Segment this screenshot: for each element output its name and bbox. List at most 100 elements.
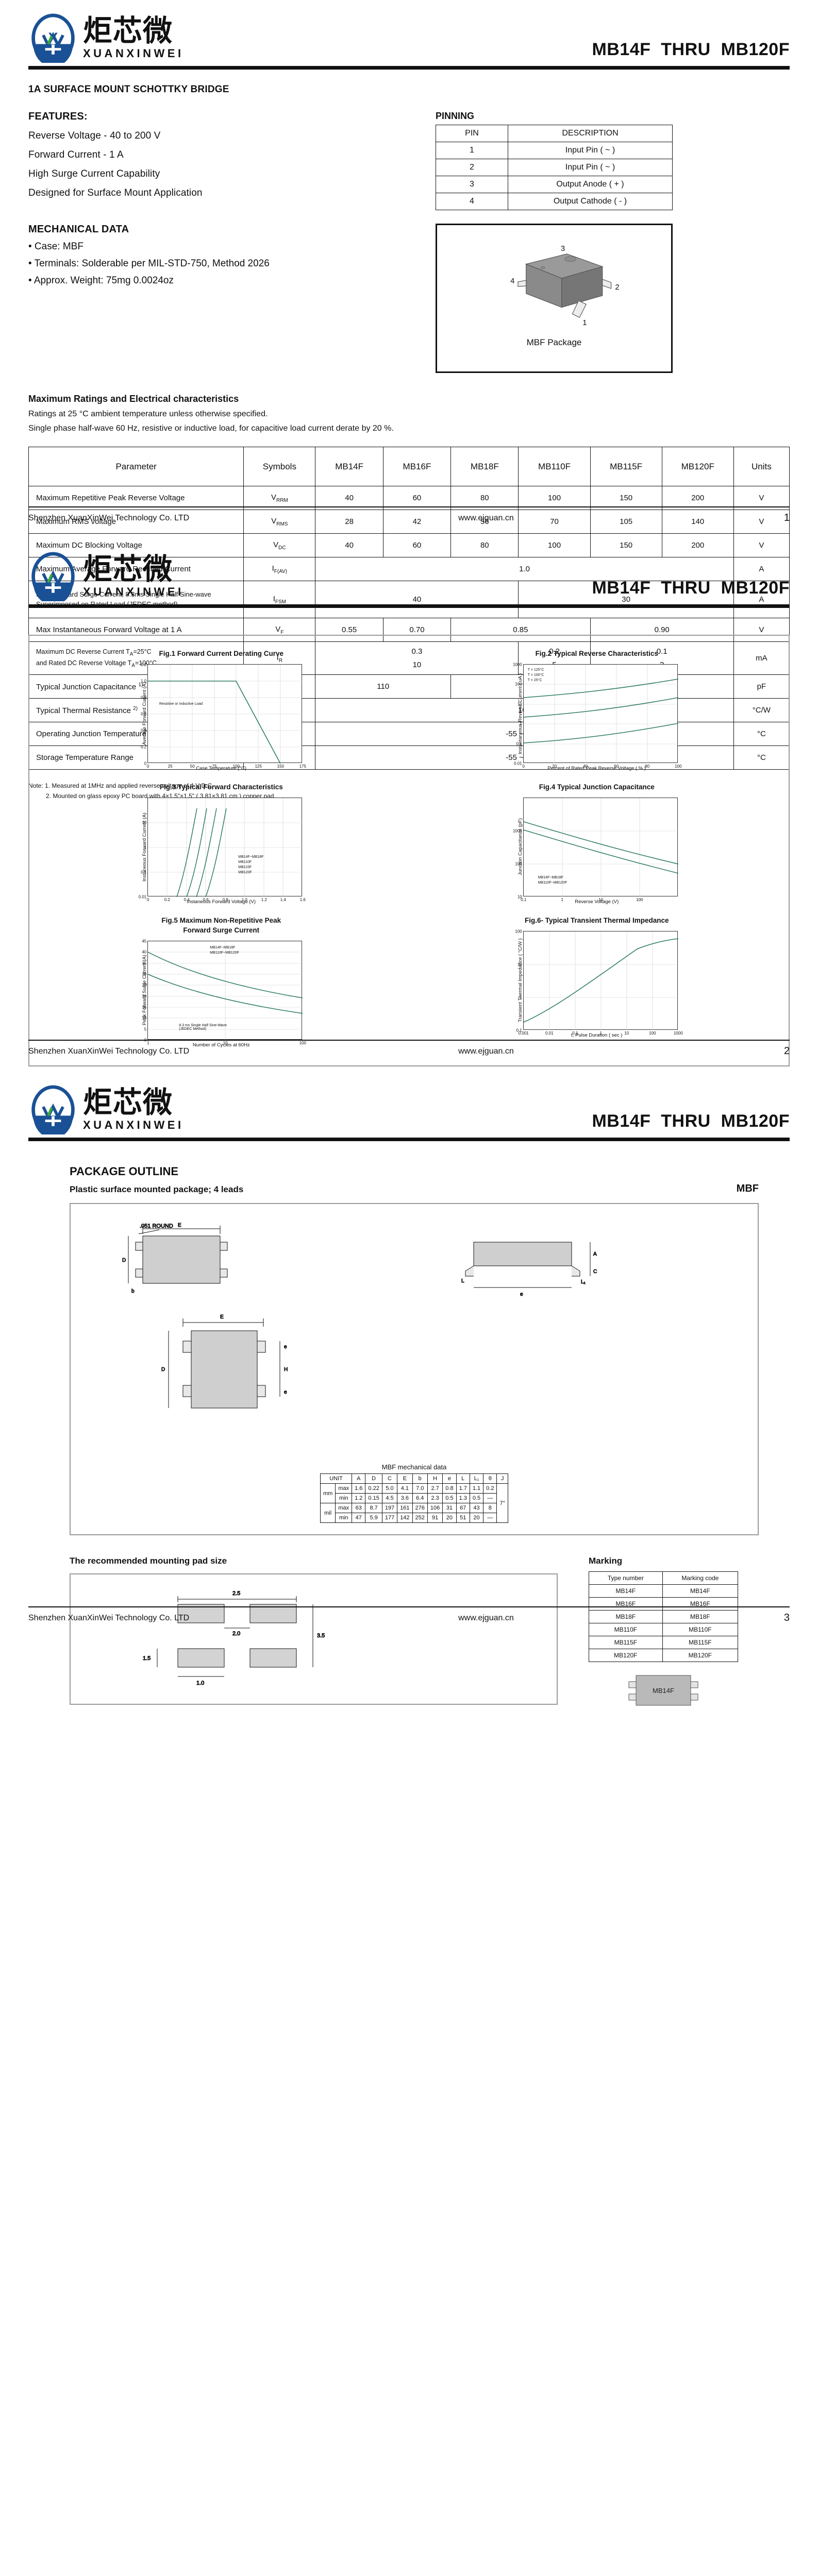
figure-6-xlabel: t, Pulse Duration ( sec ) — [571, 1032, 623, 1038]
col-mb14f: MB14F — [315, 447, 383, 486]
svg-text:2.5: 2.5 — [232, 1590, 240, 1597]
table-row: Maximum DC Blocking Voltage VDC 40 60 80… — [28, 533, 790, 557]
unit-cell: V — [733, 618, 790, 642]
pin-number: 4 — [436, 193, 508, 210]
figure-6-plot: 0.1 1 10 100 0.001 0.01 0.1 1 10 100 100… — [515, 929, 682, 1036]
xtick: 1.4 — [280, 897, 286, 902]
xuanxinwei-logo-icon — [28, 1085, 78, 1139]
figure-3-xlabel: Instaneous Forward Voltage (V) — [187, 899, 256, 905]
xtick: 10 — [598, 897, 604, 902]
figure-2-ylabel: Instantaneous Reverse Current ( uA ) — [517, 673, 523, 754]
ytick: 0.4 — [141, 728, 147, 733]
value-cell-span: 0.3 10 — [315, 641, 519, 675]
footer-url[interactable]: www.ejguan.cn — [458, 1613, 514, 1622]
ytick: 10 — [517, 894, 522, 900]
marking-col-code: Marking code — [662, 1571, 739, 1585]
pinning-table: PIN DESCRIPTION 1 Input Pin ( ~ ) 2 Inpu… — [436, 125, 673, 210]
ytick: 10 — [142, 820, 147, 825]
table-row: 1 Input Pin ( ~ ) — [436, 142, 673, 159]
page-number: 3 — [783, 1612, 790, 1623]
pin-number: 1 — [436, 142, 508, 159]
page-title: MB14F THRU MB120F — [592, 40, 790, 59]
figure-2-plot: 0.01 0.1 1 10 100 1000 0 20 40 60 80 100 — [513, 662, 681, 769]
xtick: 20 — [552, 764, 557, 769]
xuanxinwei-logo-icon — [28, 552, 78, 605]
dim-col: L — [456, 1473, 470, 1484]
dim-col: E — [397, 1473, 413, 1484]
ytick: 40 — [142, 950, 147, 955]
xtick: 60 — [614, 764, 619, 769]
param-label: Maximum DC Reverse Current TA=25°C and R… — [28, 641, 244, 675]
xtick: 50 — [190, 764, 195, 769]
figure-4-plot: 10 100 1000 0.1 1 10 100 MB14F~MB18F MB1… — [513, 797, 678, 902]
unit-cell: A — [733, 581, 790, 618]
footer-rule — [28, 506, 790, 507]
ratings-note-2: Single phase half-wave 60 Hz, resistive … — [28, 424, 394, 433]
value-cell: 56 — [450, 510, 519, 534]
dim-unit: mm — [320, 1483, 336, 1503]
xtick: 125 — [255, 764, 262, 769]
svg-text:L₁: L₁ — [581, 1279, 586, 1285]
page-number: 2 — [783, 1045, 790, 1057]
ytick: 0.1 — [516, 1028, 522, 1033]
xtick: 80 — [645, 764, 650, 769]
package-caption: MBF Package — [526, 337, 582, 347]
dim-minmax: max — [335, 1483, 353, 1494]
package-outline-drawings: .051 ROUND E D b A C — [70, 1203, 759, 1535]
xtick: 100 — [675, 764, 682, 769]
svg-text:Resistive or Inductive Load: Resistive or Inductive Load — [159, 702, 203, 706]
xtick: 0 — [522, 764, 525, 769]
svg-text:1: 1 — [582, 319, 587, 327]
figure-5-ylabel: Peak Forward Surge Current (A) — [142, 955, 148, 1025]
table-row: Max Instantaneous Forward Voltage at 1 A… — [28, 618, 790, 642]
xtick: 10 — [223, 1040, 228, 1045]
ytick: 0.6 — [141, 711, 147, 717]
dim-col: D — [365, 1473, 382, 1484]
header-rule — [28, 1138, 790, 1141]
dim-minmax: max — [335, 1503, 353, 1513]
brand-english: XUANXINWEI — [83, 1118, 184, 1131]
footer-rule — [28, 1606, 790, 1607]
figure-2: Fig.2 Typical Reverse Characteristics In… — [420, 649, 775, 771]
mechanical-item: • Terminals: Solderable per MIL-STD-750,… — [28, 258, 270, 269]
pin-description: Output Anode ( + ) — [508, 176, 673, 193]
col-mb120f: MB120F — [661, 447, 734, 486]
dim-unit: mil — [320, 1503, 336, 1523]
xtick: 0 — [147, 897, 149, 902]
footer-url[interactable]: www.ejguan.cn — [458, 513, 514, 522]
value-cell: 140 — [661, 510, 734, 534]
xtick: 1 — [561, 897, 563, 902]
page-1-header: X 炬芯微 XUANXINWEI MB14F THRU MB120F — [28, 0, 790, 67]
table-row: MB18F MB18F — [589, 1610, 739, 1623]
page-2-footer: Shenzhen XuanXinWei Technology Co. LTD w… — [28, 1040, 790, 1057]
package-outline-heading: PACKAGE OUTLINE — [70, 1165, 179, 1178]
value-cell: 0.70 — [382, 618, 452, 642]
figure-5-plot: 0 5 10 15 20 25 30 35 40 45 1 10 100 — [142, 939, 306, 1045]
page-title: MB14F THRU MB120F — [592, 578, 790, 598]
footnote-1: Note: 1. Measured at 1MHz and applied re… — [28, 782, 214, 789]
figure-6: Fig.6- Typical Transient Thermal Impedan… — [420, 916, 775, 1048]
figure-4-ylabel: Junction Capacitance (pF) — [517, 818, 523, 876]
svg-text:1.5: 1.5 — [143, 1655, 151, 1662]
value-cell: 150 — [590, 533, 662, 557]
value-cell: 80 — [450, 533, 519, 557]
table-header-row: PIN DESCRIPTION — [436, 125, 673, 142]
ytick: 100 — [515, 929, 522, 934]
footer-url[interactable]: www.ejguan.cn — [458, 1046, 514, 1056]
col-mb110f: MB110F — [518, 447, 591, 486]
dim-theta: 7° — [496, 1483, 508, 1523]
dim-col: C — [381, 1473, 398, 1484]
ytick: 1 — [520, 721, 522, 726]
table-header-row: UNIT A D C E b H e L L₁ θ J — [320, 1473, 508, 1484]
dim-minmax: min — [335, 1493, 353, 1503]
svg-text:e: e — [520, 1292, 523, 1297]
svg-text:3.5: 3.5 — [317, 1633, 325, 1639]
value-cell: 200 — [661, 486, 734, 510]
value-cell: 40 — [315, 486, 383, 510]
value-cell-span: 0.85 — [450, 618, 591, 642]
dim-table-title: MBF mechanical data — [381, 1463, 447, 1471]
figure-4-xlabel: Reverse Voltage (V) — [575, 899, 619, 905]
page-title: MB14F THRU MB120F — [592, 1111, 790, 1131]
svg-text:1.0: 1.0 — [196, 1680, 204, 1686]
footer-company: Shenzhen XuanXinWei Technology Co. LTD — [28, 513, 190, 522]
